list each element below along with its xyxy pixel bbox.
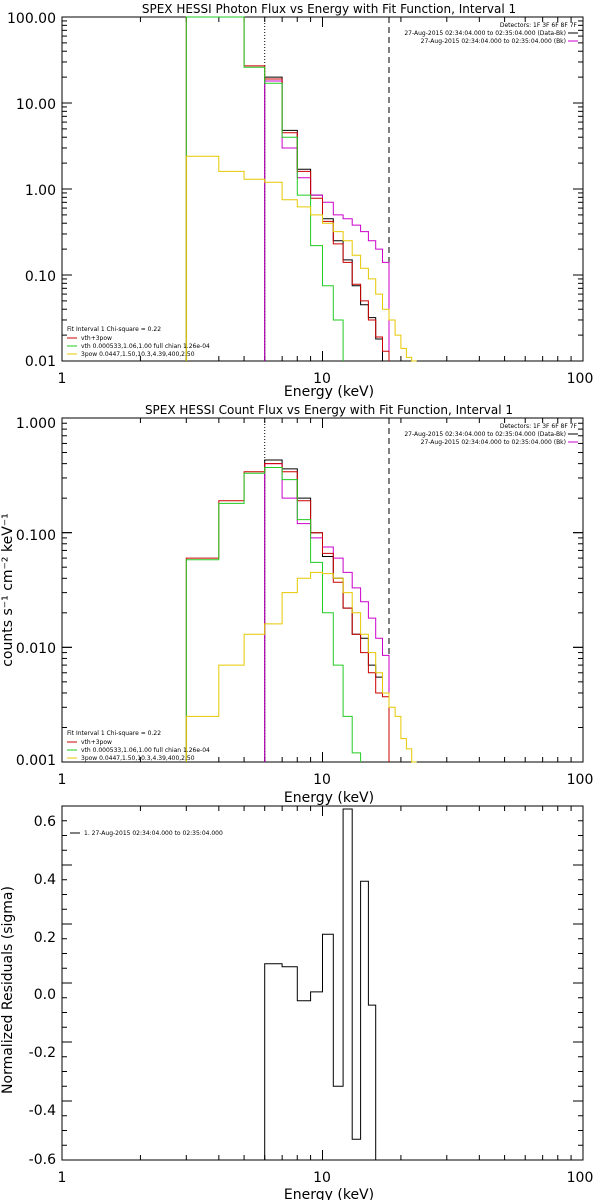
panel2-xlabel: Energy (keV) <box>284 790 374 806</box>
3pow-series <box>185 155 417 362</box>
panel2-ylabel: counts s⁻¹ cm⁻² keV⁻¹ <box>0 513 16 667</box>
panel3-xtick-10: 10 <box>313 1170 331 1186</box>
panel2-info: Detectors: 1F 3F 6F 8F 7F 27-Aug-2015 02… <box>404 423 578 446</box>
panel3-legend: 1. 27-Aug-2015 02:34:04.000 to 02:35:04.… <box>70 830 223 837</box>
panel1-series <box>185 16 417 362</box>
panel1-ytick-0.1: 0.10 <box>25 269 56 285</box>
3pow-series <box>185 571 417 763</box>
panel-count-flux: SPEX HESSI Count Flux vs Energy with Fit… <box>0 403 593 806</box>
panel1-legend: Fit Interval 1 Chi-square = 0.22 vth+3po… <box>67 326 210 358</box>
panel2-xtick-1: 1 <box>58 772 67 788</box>
panel3-xlabel: Energy (keV) <box>284 1187 374 1200</box>
panel2-ytick-0.01: 0.010 <box>16 641 56 657</box>
panel1-title: SPEX HESSI Photon Flux vs Energy with Fi… <box>142 2 516 16</box>
panel3-xtick-100: 100 <box>567 1170 594 1186</box>
panel1-ytick-100: 100.00 <box>7 11 56 27</box>
panel3-xtick-1: 1 <box>58 1170 67 1186</box>
panel3-xticks: 1 10 100 <box>58 1170 594 1186</box>
panel2-ytick-0.001: 0.001 <box>16 753 56 769</box>
vth-3pow-series <box>185 16 390 361</box>
panel2-legend-vth: vth 0.000533,1.06,1.00 full chian 1.26e-… <box>81 747 210 754</box>
panel2-yticks: 1.000 0.100 0.010 0.001 <box>16 416 56 769</box>
panel1-detectors: Detectors: 1F 3F 6F 8F 7F <box>500 22 578 29</box>
panel1-xtick-1: 1 <box>58 371 67 387</box>
panel-photon-flux: SPEX HESSI Photon Flux vs Energy with Fi… <box>7 2 593 400</box>
panel1-interval-bk: 27-Aug-2015 02:34:04.000 to 02:35:04.000… <box>421 38 566 45</box>
panel1-ytick-1: 1.00 <box>25 183 56 199</box>
panel1-yticks: 100.00 10.00 1.00 0.10 0.01 <box>7 11 56 370</box>
vth-series <box>185 467 362 762</box>
panel2-title: SPEX HESSI Count Flux vs Energy with Fit… <box>145 403 513 417</box>
panel1-legend-fit: Fit Interval 1 Chi-square = 0.22 <box>67 326 161 333</box>
panel1-ytick-0.01: 0.01 <box>25 354 56 370</box>
panel2-ytick-0.1: 0.100 <box>16 528 56 544</box>
panel2-legend-fit: Fit Interval 1 Chi-square = 0.22 <box>67 730 161 737</box>
panel1-frame <box>61 16 584 362</box>
panel3-tick-marks <box>61 805 584 1161</box>
panel1-tick-marks <box>61 16 584 362</box>
panel3-ylabel: Normalized Residuals (sigma) <box>0 886 16 1094</box>
panel2-series <box>185 459 417 763</box>
vth-3pow-series <box>185 463 390 762</box>
panel2-xtick-10: 10 <box>313 772 331 788</box>
panel2-interval-bk: 27-Aug-2015 02:34:04.000 to 02:35:04.000… <box>421 439 566 446</box>
panel1-ytick-10: 10.00 <box>16 97 56 113</box>
panel1-legend-3pow: 3pow 0.0447,1.50,10.3,4.39,400,2.50 <box>81 351 195 358</box>
panel2-legend-3pow: 3pow 0.0447,1.50,10.3,4.39,400,2.50 <box>81 755 195 762</box>
panel1-legend-vth3pow: vth+3pow <box>81 335 112 342</box>
panel3-ytick-0.2: 0.2 <box>34 930 56 946</box>
panel1-xticks: 1 10 100 <box>58 371 594 387</box>
panel3-ytick--0.6: -0.6 <box>29 1152 56 1168</box>
panel2-interval-data: 27-Aug-2015 02:34:04.000 to 02:35:04.000… <box>404 431 566 438</box>
panel2-ytick-1: 1.000 <box>16 416 56 432</box>
data-bk-series <box>264 76 389 362</box>
panel3-ytick--0.4: -0.4 <box>29 1103 56 1119</box>
panel1-xlabel: Energy (keV) <box>284 384 374 400</box>
panel1-xtick-10: 10 <box>313 371 331 387</box>
panel1-interval-data: 27-Aug-2015 02:34:04.000 to 02:35:04.000… <box>404 30 566 37</box>
panel3-yticks: 0.6 0.4 0.2 0.0 -0.2 -0.4 -0.6 <box>29 814 56 1168</box>
panel2-legend-vth3pow: vth+3pow <box>81 739 112 746</box>
data-bk-series <box>264 459 390 762</box>
panel3-ytick-0.6: 0.6 <box>34 814 56 830</box>
panel3-ytick-0.4: 0.4 <box>34 872 56 888</box>
panel2-legend: Fit Interval 1 Chi-square = 0.22 vth+3po… <box>67 730 210 762</box>
vth-series <box>185 16 344 361</box>
panel2-xticks: 1 10 100 <box>58 772 594 788</box>
panel3-legend-interval: 1. 27-Aug-2015 02:34:04.000 to 02:35:04.… <box>84 830 223 837</box>
panel3-ytick-0.0: 0.0 <box>34 987 56 1003</box>
panel-residuals: Energy (keV) 1 10 100 0.6 0.4 0.2 0.0 -0… <box>0 805 594 1203</box>
panel2-detectors: Detectors: 1F 3F 6F 8F 7F <box>500 423 578 430</box>
panel1-xtick-100: 100 <box>567 371 594 387</box>
panel1-info: Detectors: 1F 3F 6F 8F 7F 27-Aug-2015 02… <box>404 22 578 45</box>
panel3-series <box>264 808 389 1161</box>
panel1-legend-vth: vth 0.000533,1.06,1.00 full chian 1.26e-… <box>81 343 210 350</box>
residual-series <box>264 808 389 1161</box>
panel3-ytick--0.2: -0.2 <box>29 1045 56 1061</box>
panel2-xtick-100: 100 <box>567 772 594 788</box>
